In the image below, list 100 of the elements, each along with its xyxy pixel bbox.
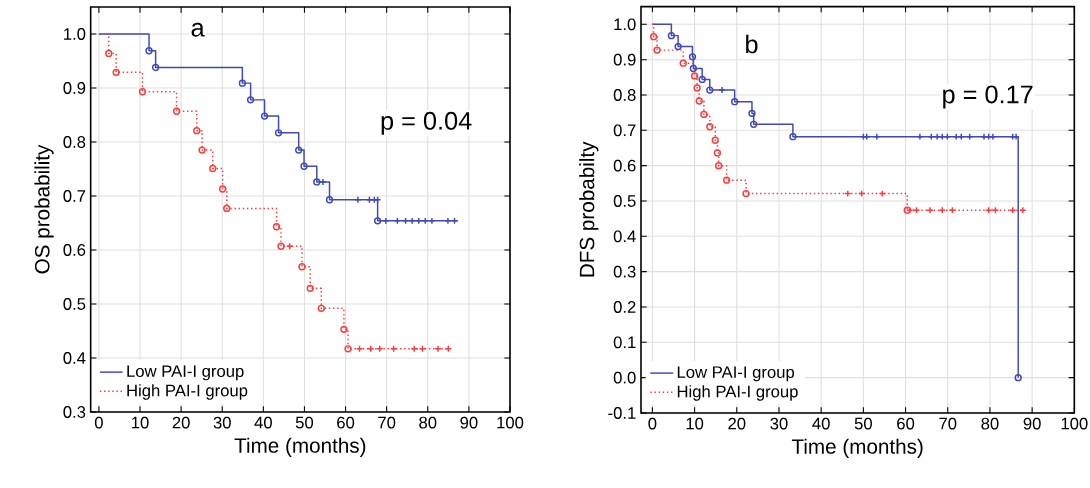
x-axis-title: Time (months) xyxy=(791,438,923,458)
point xyxy=(340,325,348,334)
legend-label: High PAI-I group xyxy=(127,384,248,400)
point xyxy=(748,109,756,118)
x-tick-label: 80 xyxy=(981,417,999,430)
y-tick-label: 0.7 xyxy=(63,190,86,202)
annotation: p = 0.04 xyxy=(381,111,472,135)
x-tick-label: 40 xyxy=(254,416,272,429)
x-tick-label: 60 xyxy=(897,417,915,430)
point xyxy=(706,123,714,131)
y-tick-label: 1.0 xyxy=(614,18,636,31)
point xyxy=(295,146,303,154)
y-tick-label: 0.1 xyxy=(613,336,636,349)
point xyxy=(274,129,283,137)
point xyxy=(317,304,325,312)
point xyxy=(689,64,697,73)
point xyxy=(145,47,153,55)
y-tick-label: 0.9 xyxy=(613,53,636,66)
point xyxy=(260,112,269,120)
point xyxy=(690,72,699,80)
point xyxy=(246,96,255,104)
y-tick-label: 0.3 xyxy=(63,406,86,418)
x-tick-label: 90 xyxy=(1023,417,1041,430)
x-tick-label: 10 xyxy=(132,416,149,429)
y-tick-label: 0.8 xyxy=(613,89,636,101)
point xyxy=(749,120,758,128)
point xyxy=(693,84,701,92)
point xyxy=(238,79,247,87)
annotation: p = 0.17 xyxy=(943,85,1033,109)
y-tick-label: 0.3 xyxy=(613,265,636,278)
y-tick-label: 0.7 xyxy=(613,124,636,137)
y-tick-label: 0.6 xyxy=(613,159,636,172)
point xyxy=(223,204,231,213)
legend-label: Low PAI-I group xyxy=(677,366,795,382)
point xyxy=(789,133,797,141)
y-tick-label: 0.4 xyxy=(63,352,86,364)
y-axis-title: DFS probabilty xyxy=(579,141,599,277)
x-tick-label: 20 xyxy=(728,417,746,430)
y-tick-label: 0.5 xyxy=(613,195,636,207)
y-tick-label: 0.5 xyxy=(63,298,86,310)
x-tick-label: 0 xyxy=(648,417,657,430)
y-tick-label: 0.4 xyxy=(613,230,636,243)
point xyxy=(731,98,739,106)
point xyxy=(706,86,714,94)
x-tick-label: 100 xyxy=(1061,417,1088,430)
y-tick-label: 0.9 xyxy=(63,82,86,94)
point xyxy=(714,161,723,170)
x-tick-label: 70 xyxy=(939,417,957,430)
x-tick-label: 50 xyxy=(854,417,872,430)
point xyxy=(218,185,227,193)
point xyxy=(325,196,334,204)
x-tick-label: 20 xyxy=(172,416,190,429)
point xyxy=(376,345,384,353)
x-tick-label: 90 xyxy=(460,416,478,429)
y-tick-label: 0.2 xyxy=(613,301,636,313)
y-tick-label: -0.1 xyxy=(608,407,636,419)
x-tick-label: 50 xyxy=(295,416,314,429)
point xyxy=(444,345,453,353)
point xyxy=(700,110,708,119)
point xyxy=(667,31,676,40)
point xyxy=(711,136,719,144)
point xyxy=(653,46,661,54)
x-tick-label: 70 xyxy=(378,416,396,429)
point xyxy=(151,63,160,72)
point xyxy=(649,33,658,41)
point xyxy=(713,149,722,157)
point xyxy=(695,97,703,105)
point xyxy=(198,146,206,154)
point xyxy=(679,59,687,67)
x-tick-label: 0 xyxy=(94,416,103,429)
point xyxy=(722,176,731,184)
x-tick-label: 40 xyxy=(812,417,830,430)
annotation: a xyxy=(191,22,205,37)
point xyxy=(300,162,308,170)
x-tick-label: 30 xyxy=(770,417,788,430)
point xyxy=(298,263,306,271)
point xyxy=(193,126,201,135)
legend-label: High PAI-I group xyxy=(677,385,798,401)
point xyxy=(112,68,120,76)
point xyxy=(742,189,750,198)
y-tick-label: 0.0 xyxy=(613,371,636,384)
x-tick-label: 80 xyxy=(419,416,437,429)
point xyxy=(105,49,113,58)
legend-label: Low PAI-I group xyxy=(127,365,244,381)
y-tick-label: 0.6 xyxy=(63,244,86,256)
point xyxy=(172,107,181,115)
x-tick-label: 30 xyxy=(213,416,231,429)
point xyxy=(272,223,281,231)
x-tick-label: 100 xyxy=(497,416,524,429)
point xyxy=(306,284,314,292)
point xyxy=(209,164,217,173)
point xyxy=(674,42,682,51)
annotation: b xyxy=(746,34,758,54)
point xyxy=(138,88,147,96)
y-tick-label: 0.8 xyxy=(63,136,86,148)
x-tick-label: 10 xyxy=(686,417,704,430)
y-tick-label: 1.0 xyxy=(64,28,86,40)
point xyxy=(698,75,706,84)
point xyxy=(688,53,697,61)
x-tick-label: 60 xyxy=(337,416,355,429)
